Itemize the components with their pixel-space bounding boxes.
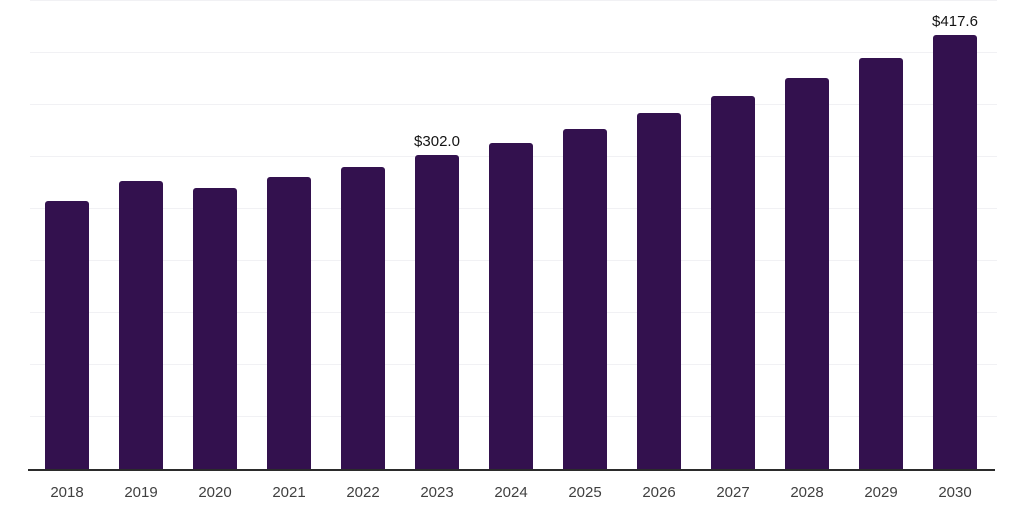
- gridline-350: [30, 104, 997, 105]
- bar-2026[interactable]: [637, 113, 681, 469]
- x-tick-2025: 2025: [568, 484, 602, 501]
- bar-2027[interactable]: [711, 96, 755, 469]
- x-tick-2024: 2024: [494, 484, 528, 501]
- bar-2025[interactable]: [563, 128, 607, 469]
- x-tick-2018: 2018: [50, 484, 84, 501]
- x-tick-2029: 2029: [864, 484, 898, 501]
- bar-2028[interactable]: [785, 77, 829, 469]
- value-label-2030: $417.6: [932, 12, 978, 30]
- x-tick-2022: 2022: [346, 484, 380, 501]
- plot-area: $302.0 $417.6: [30, 0, 997, 469]
- x-tick-2019: 2019: [124, 484, 158, 501]
- x-tick-2026: 2026: [642, 484, 676, 501]
- bar-2022[interactable]: [341, 167, 385, 469]
- x-tick-2021: 2021: [272, 484, 306, 501]
- bar-2019[interactable]: [119, 180, 163, 469]
- bar-2030[interactable]: [933, 34, 977, 469]
- x-tick-2030: 2030: [938, 484, 972, 501]
- x-axis-labels: 2018 2019 2020 2021 2022 2023 2024 2025 2026 2027…: [30, 484, 997, 504]
- bar-2024[interactable]: [489, 142, 533, 469]
- bar-2018[interactable]: [45, 200, 89, 469]
- value-label-2023: $302.0: [414, 132, 460, 150]
- bar-2021[interactable]: [267, 176, 311, 469]
- gridline-450: [30, 0, 997, 1]
- x-tick-2028: 2028: [790, 484, 824, 501]
- x-tick-2020: 2020: [198, 484, 232, 501]
- x-tick-2027: 2027: [716, 484, 750, 501]
- x-tick-2023: 2023: [420, 484, 454, 501]
- gridline-400: [30, 52, 997, 53]
- bar-2023[interactable]: [415, 154, 459, 469]
- x-axis-line: [28, 469, 995, 471]
- bar-2020[interactable]: [193, 188, 237, 469]
- bar-2029[interactable]: [859, 58, 903, 469]
